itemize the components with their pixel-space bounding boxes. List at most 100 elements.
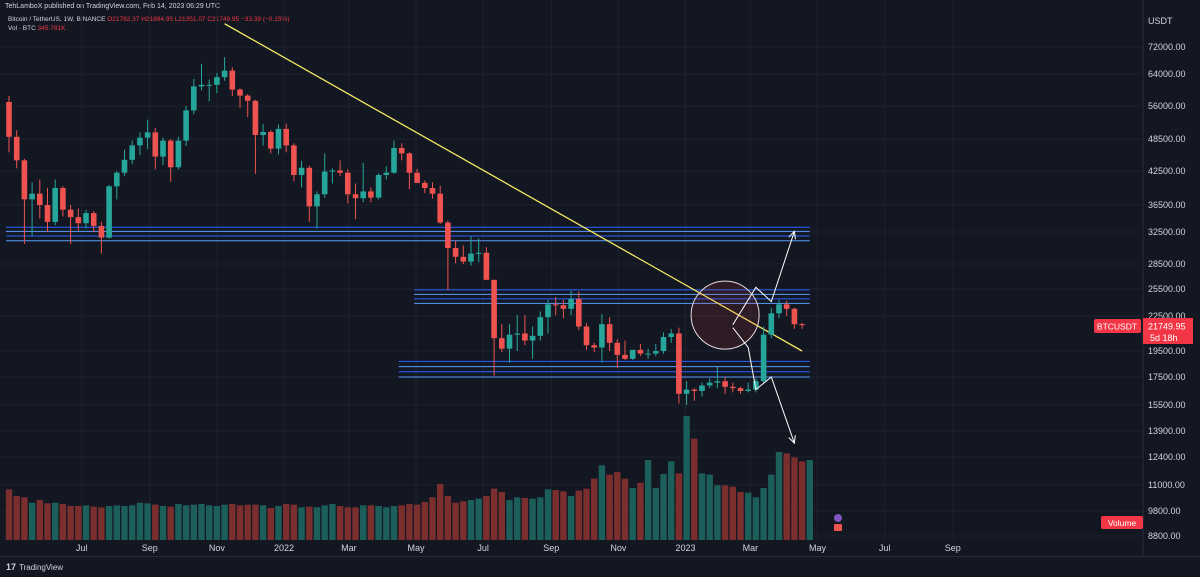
- candle-body: [137, 137, 143, 146]
- candle-body: [506, 334, 513, 349]
- candle-body: [106, 186, 112, 238]
- volume-bar: [714, 485, 721, 540]
- scenario-down-arrow-head: [788, 435, 796, 445]
- volume-bar: [429, 497, 436, 540]
- price-tags: BTCUSDT 21749.95 5d 18h Volume: [834, 318, 1193, 531]
- candle-body: [783, 304, 790, 309]
- volume-bar: [406, 504, 413, 540]
- candle-body: [568, 298, 574, 309]
- volume-bar: [498, 492, 505, 540]
- candle-body: [268, 131, 274, 149]
- volume-bar: [644, 460, 652, 540]
- candle-body: [252, 100, 259, 136]
- candle-body: [221, 70, 228, 78]
- candle-body: [799, 324, 805, 326]
- volume-bar: [737, 492, 744, 540]
- candle-body: [676, 333, 682, 394]
- candle-body: [629, 349, 636, 359]
- candle-body: [760, 334, 767, 382]
- candle-body: [291, 145, 297, 175]
- candle-body: [152, 132, 159, 157]
- volume-bar: [229, 504, 236, 540]
- symbol-tag[interactable]: BTCUSDT: [1097, 322, 1137, 332]
- volume-bar: [591, 478, 598, 540]
- price-tick-label: 25500.00: [1148, 284, 1186, 294]
- volume-bar: [5, 489, 13, 540]
- candle-body: [460, 256, 467, 262]
- price-axis[interactable]: USDT 72000.00 64000.00 56000.00 48500.00 425…: [1142, 0, 1186, 556]
- volume-bar: [75, 506, 82, 540]
- volume-bar: [668, 461, 675, 540]
- volume-bar: [567, 496, 575, 540]
- candle-body: [406, 153, 413, 173]
- calendar-icon[interactable]: [834, 524, 842, 531]
- highlight-circle: [690, 280, 760, 350]
- symbol-title[interactable]: Bitcoin / TetherUS, 1W, BINANCE: [8, 16, 106, 23]
- price-tick-label: 13900.00: [1148, 426, 1186, 436]
- volume-bar: [621, 478, 629, 540]
- candle-body: [298, 167, 305, 175]
- volume-bar: [206, 505, 213, 540]
- volume-bar: [290, 504, 298, 540]
- candle-body: [191, 86, 197, 111]
- publisher-line: TehLamboX published on TradingView.com, …: [5, 3, 221, 10]
- volume-bar: [236, 505, 244, 540]
- volume-legend-title[interactable]: Vol · BTC: [8, 25, 36, 32]
- candle-body: [552, 304, 559, 306]
- candle-body: [391, 148, 397, 173]
- volume-bar: [506, 500, 513, 540]
- volume-bar: [275, 506, 282, 540]
- price-tick-label: 42500.00: [1148, 166, 1186, 176]
- candle-body: [706, 382, 713, 386]
- volume-tag[interactable]: Volume: [1108, 518, 1137, 528]
- volume-bar: [190, 504, 197, 540]
- trendline-layer: [224, 23, 803, 352]
- candle-body: [691, 389, 698, 391]
- candle-body: [776, 304, 782, 314]
- last-price-tag: 21749.95: [1148, 322, 1186, 332]
- volume-bar: [129, 505, 136, 540]
- volume-bar: [467, 500, 475, 540]
- candle-body: [121, 159, 128, 173]
- candle-body: [214, 77, 220, 85]
- candle-body: [768, 313, 775, 335]
- price-tick-label: 36500.00: [1148, 200, 1186, 210]
- price-tick-label: 64000.00: [1148, 69, 1186, 79]
- candle-body: [52, 188, 58, 222]
- candle-body: [660, 337, 667, 351]
- candle-body: [306, 167, 313, 207]
- candle-body: [491, 279, 497, 339]
- volume-bar: [675, 473, 683, 540]
- candle-body: [90, 213, 97, 226]
- volume-bar: [221, 504, 228, 540]
- time-tick-label: Mar: [743, 543, 759, 553]
- chart-header: TehLamboX published on TradingView.com, …: [0, 0, 1200, 14]
- volume-bar: [159, 506, 167, 540]
- volume-bar: [521, 498, 529, 540]
- volume-bar: [352, 507, 359, 540]
- volume-bar: [475, 498, 482, 540]
- volume-bar: [768, 474, 775, 540]
- volume-bar: [729, 486, 736, 540]
- candle-body: [260, 131, 266, 136]
- support-resistance-levels: [6, 226, 810, 378]
- flash-icon[interactable]: [834, 514, 842, 522]
- time-axis[interactable]: Jul Sep Nov 2022 Mar May Jul Sep Nov 2023 Mar May Ju…: [76, 543, 961, 553]
- time-tick-label: Sep: [543, 543, 559, 553]
- volume-bar: [606, 474, 613, 540]
- volume-bar: [152, 504, 159, 540]
- volume-bar: [783, 453, 790, 540]
- candle-body: [529, 335, 536, 341]
- volume-bar: [306, 506, 313, 540]
- candle-body: [314, 194, 320, 207]
- scenario-arrows: [690, 230, 796, 445]
- volume-bar: [167, 506, 174, 540]
- candle-body: [83, 213, 89, 224]
- price-tick-label: 11000.00: [1148, 480, 1185, 490]
- time-tick-label: Jul: [76, 543, 88, 553]
- volume-legend-value: 345.781K: [37, 25, 66, 32]
- volume-bar: [283, 504, 290, 540]
- price-tick-label: 72000.00: [1148, 42, 1186, 52]
- tradingview-brand[interactable]: 17 TradingView: [6, 562, 63, 572]
